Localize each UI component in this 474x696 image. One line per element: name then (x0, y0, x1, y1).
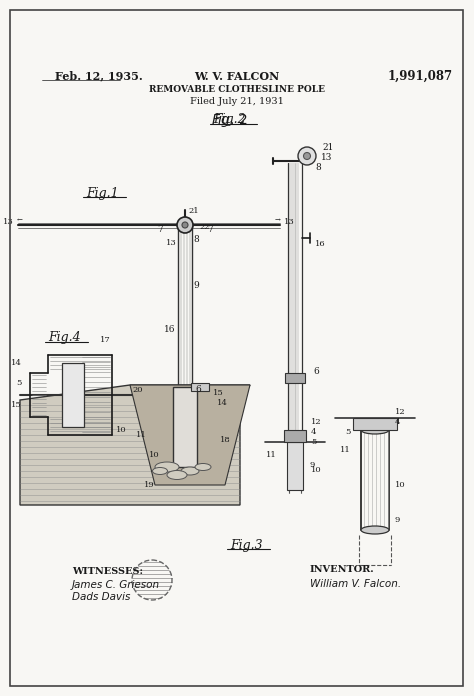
Text: →: → (275, 217, 281, 225)
Bar (285, 373, 305, 383)
Text: 9: 9 (193, 280, 199, 290)
Bar (284, 430, 306, 442)
Text: 9: 9 (310, 461, 315, 469)
Text: 22: 22 (199, 223, 210, 231)
Text: $\mathit{F_{\!}i_{\!}g.\,2}$: $\mathit{F_{\!}i_{\!}g.\,2}$ (211, 111, 248, 129)
Text: Fig.2: Fig.2 (214, 113, 246, 127)
Text: Dads Davis: Dads Davis (72, 592, 130, 602)
Text: 7: 7 (157, 226, 163, 235)
Ellipse shape (361, 526, 389, 534)
Bar (353, 418, 397, 430)
Text: Fig.1: Fig.1 (86, 187, 118, 200)
Text: REMOVABLE CLOTHESLINE POLE: REMOVABLE CLOTHESLINE POLE (149, 84, 325, 93)
Ellipse shape (155, 462, 179, 472)
Text: 21: 21 (322, 143, 333, 152)
Bar (173, 387, 197, 467)
Text: Fig.3: Fig.3 (230, 539, 263, 551)
Text: 14: 14 (217, 399, 228, 407)
Text: Filed July 21, 1931: Filed July 21, 1931 (190, 97, 284, 106)
Text: Feb. 12, 1935.: Feb. 12, 1935. (55, 70, 143, 81)
Text: ←: ← (17, 217, 23, 225)
Text: 12: 12 (311, 418, 322, 426)
Bar (191, 383, 209, 391)
Text: 16: 16 (315, 240, 326, 248)
Text: 8: 8 (193, 235, 199, 244)
Text: 7: 7 (207, 226, 213, 235)
Text: 18: 18 (220, 436, 231, 444)
Text: 13: 13 (166, 239, 177, 247)
Ellipse shape (167, 470, 187, 480)
Ellipse shape (195, 464, 211, 470)
Text: 13: 13 (321, 152, 332, 161)
Text: 10: 10 (311, 466, 322, 474)
Text: 11: 11 (266, 451, 277, 459)
Text: 21: 21 (188, 207, 199, 215)
Text: Fig.4: Fig.4 (48, 331, 81, 345)
Text: 8: 8 (315, 162, 321, 171)
Ellipse shape (181, 467, 199, 475)
Bar (287, 442, 303, 490)
Text: 15: 15 (11, 401, 22, 409)
Ellipse shape (361, 426, 389, 434)
Text: James C. Grieson: James C. Grieson (72, 580, 160, 590)
Text: 4: 4 (395, 418, 401, 426)
Circle shape (303, 152, 310, 159)
Text: 5: 5 (17, 379, 22, 387)
Circle shape (182, 222, 188, 228)
Text: 10: 10 (395, 481, 406, 489)
Circle shape (298, 147, 316, 165)
Text: 13: 13 (284, 218, 295, 226)
Text: 1,991,087: 1,991,087 (387, 70, 453, 83)
Text: 6: 6 (195, 386, 201, 395)
Text: 20: 20 (133, 386, 143, 394)
Text: WITNESSES:: WITNESSES: (72, 567, 143, 576)
Text: 4: 4 (311, 428, 317, 436)
Text: 5: 5 (346, 428, 351, 436)
Polygon shape (130, 385, 250, 485)
Text: 10: 10 (149, 451, 160, 459)
Text: 19: 19 (144, 481, 155, 489)
Bar (62, 363, 84, 427)
Text: 5: 5 (311, 438, 316, 446)
Circle shape (177, 217, 193, 233)
Text: INVENTOR.: INVENTOR. (310, 565, 374, 574)
Text: 10: 10 (116, 426, 127, 434)
Text: 17: 17 (100, 336, 111, 344)
Text: W. V. FALCON: W. V. FALCON (194, 70, 280, 81)
Text: 12: 12 (395, 408, 406, 416)
Text: 11: 11 (340, 446, 351, 454)
Text: 13: 13 (3, 218, 14, 226)
Text: 6: 6 (313, 367, 319, 376)
Text: 15: 15 (213, 389, 224, 397)
Polygon shape (20, 385, 250, 505)
Text: 16: 16 (164, 326, 175, 335)
Text: 9: 9 (395, 516, 401, 524)
Ellipse shape (153, 468, 167, 475)
Text: 14: 14 (11, 359, 22, 367)
Text: William V. Falcon.: William V. Falcon. (310, 579, 401, 589)
Text: 11: 11 (136, 431, 147, 439)
